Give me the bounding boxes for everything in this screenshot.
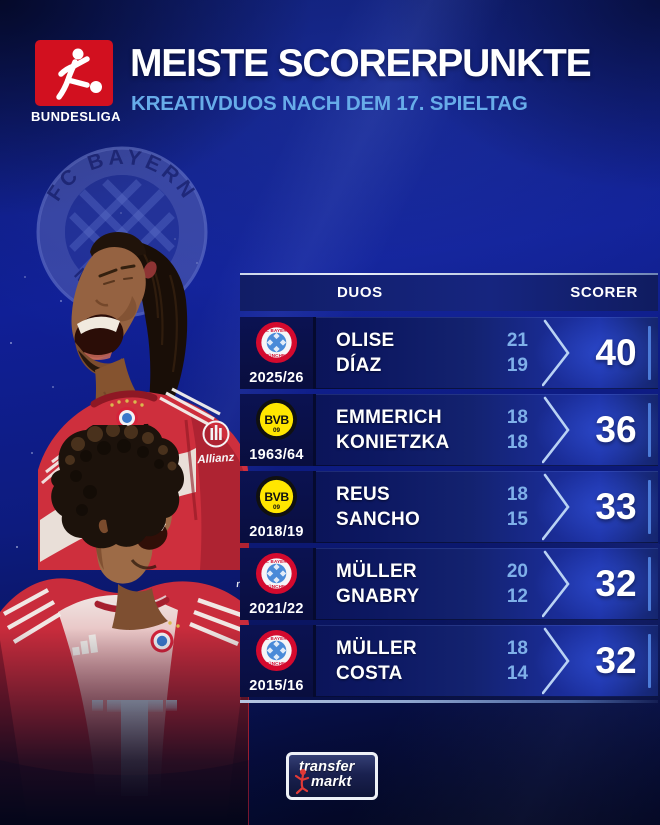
row-accent-line <box>648 634 651 688</box>
club-season-cell: FC BAYERN MÜNCHEN BVB 09 2021/22 <box>240 548 316 620</box>
svg-text:09: 09 <box>273 504 281 511</box>
sparkle-dots <box>0 0 2 2</box>
transfermarkt-word-top: transfer <box>299 759 355 775</box>
player2-name: GNABRY <box>336 586 420 607</box>
page-title: MEISTE SCORERPUNKTE <box>130 42 592 85</box>
player2-points: 15 <box>506 509 528 530</box>
column-header-scorer: SCORER <box>570 284 638 301</box>
season-label: 1963/64 <box>249 447 304 463</box>
player1-name: OLISE <box>336 330 395 351</box>
row-accent-line <box>648 480 651 534</box>
table-row: FC BAYERN MÜNCHEN BVB 09 2025/26 OLISE <box>240 317 658 389</box>
table-row: FC BAYERN MÜNCHEN BVB 09 1963/64 EMMERIC… <box>240 394 658 466</box>
table-top-line <box>240 273 658 275</box>
svg-text:FC BAYERN: FC BAYERN <box>263 636 291 641</box>
total-scorer: 36 <box>595 409 637 450</box>
table-header: DUOS SCORER <box>240 275 658 311</box>
season-label: 2018/19 <box>249 524 304 540</box>
transfermarkt-word-bottom: markt <box>311 774 352 790</box>
club-season-cell: FC BAYERN MÜNCHEN BVB 09 2025/26 <box>240 317 316 389</box>
player1-points: 18 <box>506 484 528 505</box>
player2-name: DÍAZ <box>336 355 382 376</box>
player2-points: 12 <box>506 586 528 607</box>
player1-points: 21 <box>506 330 528 351</box>
season-label: 2021/22 <box>249 601 304 617</box>
bundesliga-wordmark: BUNDESLIGA <box>31 109 121 124</box>
player2-name: COSTA <box>336 663 403 684</box>
club-season-cell: FC BAYERN MÜNCHEN BVB 09 1963/64 <box>240 394 316 466</box>
transfermarkt-kicker-icon <box>294 769 310 795</box>
chevron-right-icon <box>542 319 570 387</box>
fc-bayern-logo: FC BAYERN MÜNCHEN <box>255 629 298 672</box>
allianz-sleeve-logo: Allianz <box>196 420 235 467</box>
player2-name: SANCHO <box>336 509 421 530</box>
bundesliga-logo <box>35 40 113 106</box>
chevron-right-icon <box>542 396 570 464</box>
player1-points: 20 <box>506 561 528 582</box>
table-row: FC BAYERN MÜNCHEN BVB 09 2015/16 MÜLLER <box>240 625 658 697</box>
svg-text:FC BAYERN: FC BAYERN <box>263 559 291 564</box>
total-scorer: 40 <box>595 332 637 373</box>
chevron-right-icon <box>542 627 570 695</box>
svg-text:MÜNCHEN: MÜNCHEN <box>264 583 288 589</box>
diaz-neck <box>112 584 168 630</box>
table-rows: FC BAYERN MÜNCHEN BVB 09 2025/26 OLISE <box>240 317 658 702</box>
row-accent-line <box>648 403 651 457</box>
svg-text:MÜNCHEN: MÜNCHEN <box>264 660 288 666</box>
club-season-cell: FC BAYERN MÜNCHEN BVB 09 2018/19 <box>240 471 316 543</box>
total-scorer: 32 <box>595 640 637 681</box>
player2-points: 14 <box>506 663 528 684</box>
svg-text:BVB: BVB <box>264 490 289 504</box>
svg-text:FC BAYERN: FC BAYERN <box>263 328 291 333</box>
svg-text:MÜNCHEN: MÜNCHEN <box>264 352 288 358</box>
table-row: FC BAYERN MÜNCHEN BVB 09 2018/19 REUS <box>240 471 658 543</box>
player2-name: KONIETZKA <box>336 432 450 453</box>
sleeve-sponsor-text: Allianz <box>196 452 235 467</box>
player2-points: 19 <box>506 355 528 376</box>
transfermarkt-logo: transfer markt <box>286 752 378 800</box>
table-bottom-line <box>240 700 658 703</box>
row-accent-line <box>648 557 651 611</box>
season-label: 2015/16 <box>249 678 304 694</box>
table-row: FC BAYERN MÜNCHEN BVB 09 2021/22 MÜLLER <box>240 548 658 620</box>
total-scorer: 33 <box>595 486 637 527</box>
player1-points: 18 <box>506 407 528 428</box>
fc-bayern-logo: FC BAYERN MÜNCHEN <box>255 552 298 595</box>
player1-name: MÜLLER <box>336 638 417 659</box>
player1-name: EMMERICH <box>336 407 442 428</box>
chevron-right-icon <box>542 473 570 541</box>
player1-points: 18 <box>506 638 528 659</box>
svg-text:09: 09 <box>273 427 281 434</box>
column-header-duos: DUOS <box>337 284 383 301</box>
chevron-right-icon <box>542 550 570 618</box>
player1-name: REUS <box>336 484 390 505</box>
player2-points: 18 <box>506 432 528 453</box>
bvb-logo: BVB 09 <box>255 398 298 441</box>
svg-text:BVB: BVB <box>264 413 289 427</box>
row-accent-line <box>648 326 651 380</box>
season-label: 2025/26 <box>249 370 304 386</box>
fc-bayern-logo: FC BAYERN MÜNCHEN <box>255 321 298 364</box>
club-season-cell: FC BAYERN MÜNCHEN BVB 09 2015/16 <box>240 625 316 697</box>
page-subtitle: KREATIVDUOS NACH DEM 17. SPIELTAG <box>131 92 528 115</box>
bvb-logo: BVB 09 <box>255 475 298 518</box>
player1-name: MÜLLER <box>336 561 417 582</box>
bottom-shadow-overlay <box>0 628 248 825</box>
total-scorer: 32 <box>595 563 637 604</box>
